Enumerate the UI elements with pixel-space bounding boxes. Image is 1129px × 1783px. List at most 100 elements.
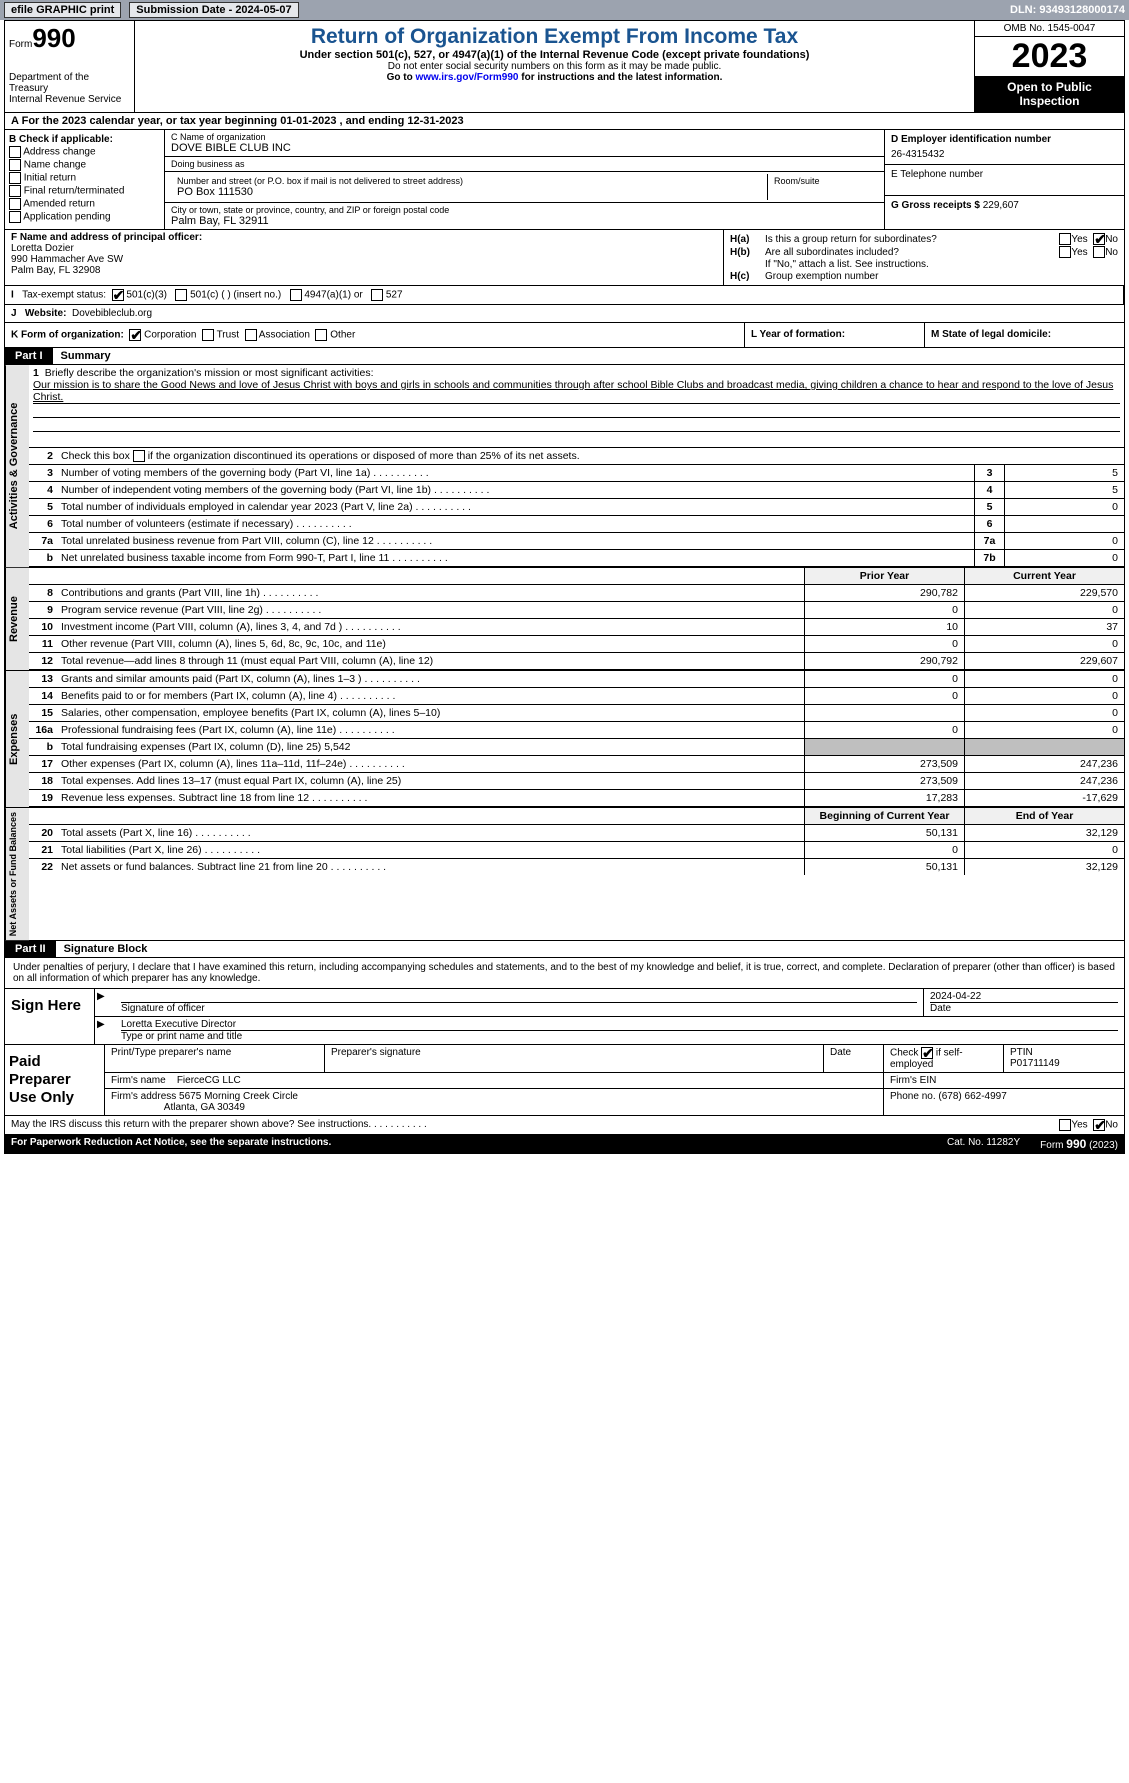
line-16a: 16aProfessional fundraising fees (Part I…	[29, 722, 1124, 739]
section-k: K Form of organization: Corporation Trus…	[5, 323, 744, 347]
irs-link[interactable]: www.irs.gov/Form990	[415, 72, 518, 83]
chk-final-return[interactable]: Final return/terminated	[9, 185, 160, 197]
section-h: H(a)Is this a group return for subordina…	[724, 230, 1124, 285]
paid-preparer-row: Paid Preparer Use Only Print/Type prepar…	[5, 1045, 1124, 1116]
firm-addr2: Atlanta, GA 30349	[164, 1102, 245, 1113]
section-i: I Tax-exempt status: 501(c)(3) 501(c) ( …	[5, 286, 1124, 304]
form-body: Form990 Department of the Treasury Inter…	[4, 20, 1125, 1154]
officer-label: F Name and address of principal officer:	[11, 232, 717, 243]
section-c: C Name of organization DOVE BIBLE CLUB I…	[165, 130, 884, 229]
public-inspection: Open to Public Inspection	[975, 76, 1124, 112]
section-j: J Website: Dovebibleclub.org	[5, 305, 1124, 322]
city-value: Palm Bay, FL 32911	[171, 215, 878, 227]
chk-corporation[interactable]	[129, 329, 141, 341]
chk-discontinued[interactable]	[133, 450, 145, 462]
top-toolbar: efile GRAPHIC print Submission Date - 20…	[0, 0, 1129, 20]
ptin-value: P01711149	[1010, 1058, 1060, 1069]
title-box: Return of Organization Exempt From Incom…	[135, 21, 974, 112]
line-13: 13Grants and similar amounts paid (Part …	[29, 671, 1124, 688]
line-17: 17Other expenses (Part IX, column (A), l…	[29, 756, 1124, 773]
chk-other[interactable]	[315, 329, 327, 341]
line-16b: bTotal fundraising expenses (Part IX, co…	[29, 739, 1124, 756]
line-15: 15Salaries, other compensation, employee…	[29, 705, 1124, 722]
officer-street: 990 Hammacher Ave SW	[11, 254, 717, 265]
street-label: Number and street (or P.O. box if mail i…	[177, 176, 761, 186]
sig-date: 2024-04-22	[930, 991, 1118, 1002]
year-box: OMB No. 1545-0047 2023 Open to Public In…	[974, 21, 1124, 112]
line-7b: bNet unrelated business taxable income f…	[29, 550, 1124, 567]
ha-no[interactable]	[1093, 233, 1105, 245]
tab-net-assets: Net Assets or Fund Balances	[5, 808, 29, 940]
section-m: M State of legal domicile:	[924, 323, 1124, 347]
chk-name-change[interactable]: Name change	[9, 159, 160, 171]
officer-name: Loretta Dozier	[11, 243, 717, 254]
hb-no[interactable]	[1093, 246, 1105, 258]
form-label: Form	[9, 39, 32, 50]
tab-revenue: Revenue	[5, 568, 29, 670]
org-name-label: C Name of organization	[171, 132, 878, 142]
line-6: 6Total number of volunteers (estimate if…	[29, 516, 1124, 533]
form-990-number: 990	[32, 23, 75, 53]
netassets-header: Beginning of Current YearEnd of Year	[29, 808, 1124, 825]
discuss-row: May the IRS discuss this return with the…	[5, 1116, 1124, 1135]
tab-activities-governance: Activities & Governance	[5, 365, 29, 567]
chk-trust[interactable]	[202, 329, 214, 341]
ssn-note: Do not enter social security numbers on …	[139, 61, 970, 72]
irs-label: Internal Revenue Service	[9, 94, 130, 105]
line-4: 4Number of independent voting members of…	[29, 482, 1124, 499]
line-10: 10Investment income (Part VIII, column (…	[29, 619, 1124, 636]
arrow-icon: ▶	[95, 989, 115, 1016]
gross-label: G Gross receipts $	[891, 200, 980, 211]
chk-501c3[interactable]	[112, 289, 124, 301]
chk-application-pending[interactable]: Application pending	[9, 211, 160, 223]
submission-date-button[interactable]: Submission Date - 2024-05-07	[129, 2, 298, 18]
section-l: L Year of formation:	[744, 323, 924, 347]
part2-header: Part II	[5, 941, 56, 957]
sign-here-row: Sign Here ▶ Signature of officer 2024-04…	[5, 989, 1124, 1045]
chk-self-employed[interactable]	[921, 1047, 933, 1059]
section-b: B Check if applicable: Address change Na…	[5, 130, 165, 229]
line-7a: 7aTotal unrelated business revenue from …	[29, 533, 1124, 550]
chk-initial-return[interactable]: Initial return	[9, 172, 160, 184]
chk-501c[interactable]	[175, 289, 187, 301]
org-name: DOVE BIBLE CLUB INC	[171, 142, 878, 154]
discuss-yes[interactable]	[1059, 1119, 1071, 1131]
ha-yes[interactable]	[1059, 233, 1071, 245]
form-title: Return of Organization Exempt From Incom…	[139, 25, 970, 49]
chk-association[interactable]	[245, 329, 257, 341]
section-b-label: B Check if applicable:	[9, 134, 160, 145]
street-value: PO Box 111530	[177, 186, 761, 198]
dept-treasury: Department of the Treasury	[9, 72, 130, 94]
mission-text: Our mission is to share the Good News an…	[33, 379, 1113, 403]
line-19: 19Revenue less expenses. Subtract line 1…	[29, 790, 1124, 807]
firm-name: FierceCG LLC	[177, 1075, 241, 1086]
line-20: 20Total assets (Part X, line 16)50,13132…	[29, 825, 1124, 842]
gross-value: 229,607	[983, 200, 1019, 211]
line-8: 8Contributions and grants (Part VIII, li…	[29, 585, 1124, 602]
phone-label: E Telephone number	[891, 169, 1118, 180]
tab-expenses: Expenses	[5, 671, 29, 807]
omb-number: OMB No. 1545-0047	[975, 21, 1124, 37]
chk-4947[interactable]	[290, 289, 302, 301]
line-14: 14Benefits paid to or for members (Part …	[29, 688, 1124, 705]
website-value: Dovebibleclub.org	[72, 308, 152, 319]
efile-print-button[interactable]: efile GRAPHIC print	[4, 2, 121, 18]
discuss-no[interactable]	[1093, 1119, 1105, 1131]
part1-header: Part I	[5, 348, 53, 364]
dln-label: DLN: 93493128000174	[1010, 4, 1125, 16]
hb-yes[interactable]	[1059, 246, 1071, 258]
line-21: 21Total liabilities (Part X, line 26)00	[29, 842, 1124, 859]
section-a-calendar-year: A For the 2023 calendar year, or tax yea…	[5, 113, 1124, 130]
ein-label: D Employer identification number	[891, 134, 1118, 145]
chk-amended-return[interactable]: Amended return	[9, 198, 160, 210]
room-label: Room/suite	[774, 176, 872, 186]
line-18: 18Total expenses. Add lines 13–17 (must …	[29, 773, 1124, 790]
self-employed-cell: Check if self-employed	[884, 1045, 1004, 1072]
chk-527[interactable]	[371, 289, 383, 301]
revenue-header: Prior YearCurrent Year	[29, 568, 1124, 585]
line-11: 11Other revenue (Part VIII, column (A), …	[29, 636, 1124, 653]
subtitle: Under section 501(c), 527, or 4947(a)(1)…	[139, 49, 970, 61]
goto-note: Go to www.irs.gov/Form990 for instructio…	[139, 72, 970, 83]
chk-address-change[interactable]: Address change	[9, 146, 160, 158]
form-number-box: Form990 Department of the Treasury Inter…	[5, 21, 135, 112]
